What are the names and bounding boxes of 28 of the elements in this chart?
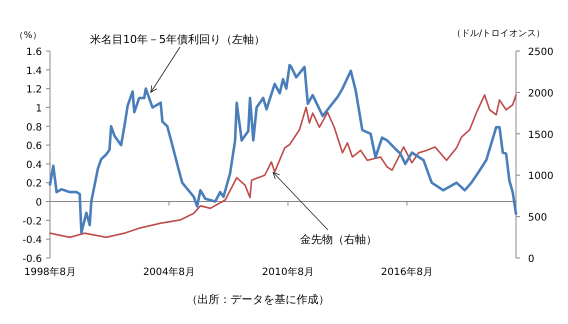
y-tick-label: 1 <box>36 103 42 114</box>
y2-axis-title: （ドル/トロイオンス） <box>452 29 545 39</box>
annotation: 米名目10年－5年債利回り（左軸） <box>90 33 265 46</box>
y2-tick-label: 1000 <box>528 171 554 182</box>
line-series <box>48 64 518 234</box>
x-tick-label: 1998年8月 <box>24 266 76 278</box>
y-tick-label: -0.6 <box>22 254 42 265</box>
y-tick-label: 0.2 <box>26 178 42 190</box>
y2-tick-label: 1500 <box>528 130 554 141</box>
annotation: 金先物（右軸） <box>300 233 377 246</box>
y-tick-label: 0 <box>36 198 42 209</box>
x-tick-label: 2004年8月 <box>143 266 195 278</box>
y-tick-label: 0.4 <box>26 160 42 171</box>
y-tick-label: -0.4 <box>22 235 42 246</box>
y-tick-label: 1.2 <box>26 84 42 96</box>
y-tick-label: 1.4 <box>26 66 42 77</box>
y-tick-label: -0.2 <box>22 216 42 228</box>
text: （出所：データを基に作成） <box>186 293 330 306</box>
y2-tick-label: 2500 <box>528 47 554 58</box>
x-tick-label: 2016年8月 <box>381 266 433 278</box>
y-tick-label: 1.6 <box>26 47 42 58</box>
y-axis-title: （%） <box>14 31 42 41</box>
y2-tick-label: 500 <box>528 212 548 224</box>
x-tick-label: 2010年8月 <box>262 266 314 278</box>
y-tick-label: 0.8 <box>26 122 42 134</box>
y2-tick-label: 0 <box>528 254 534 265</box>
y2-tick-label: 2000 <box>528 88 554 100</box>
y-tick-label: 0.6 <box>26 141 42 152</box>
